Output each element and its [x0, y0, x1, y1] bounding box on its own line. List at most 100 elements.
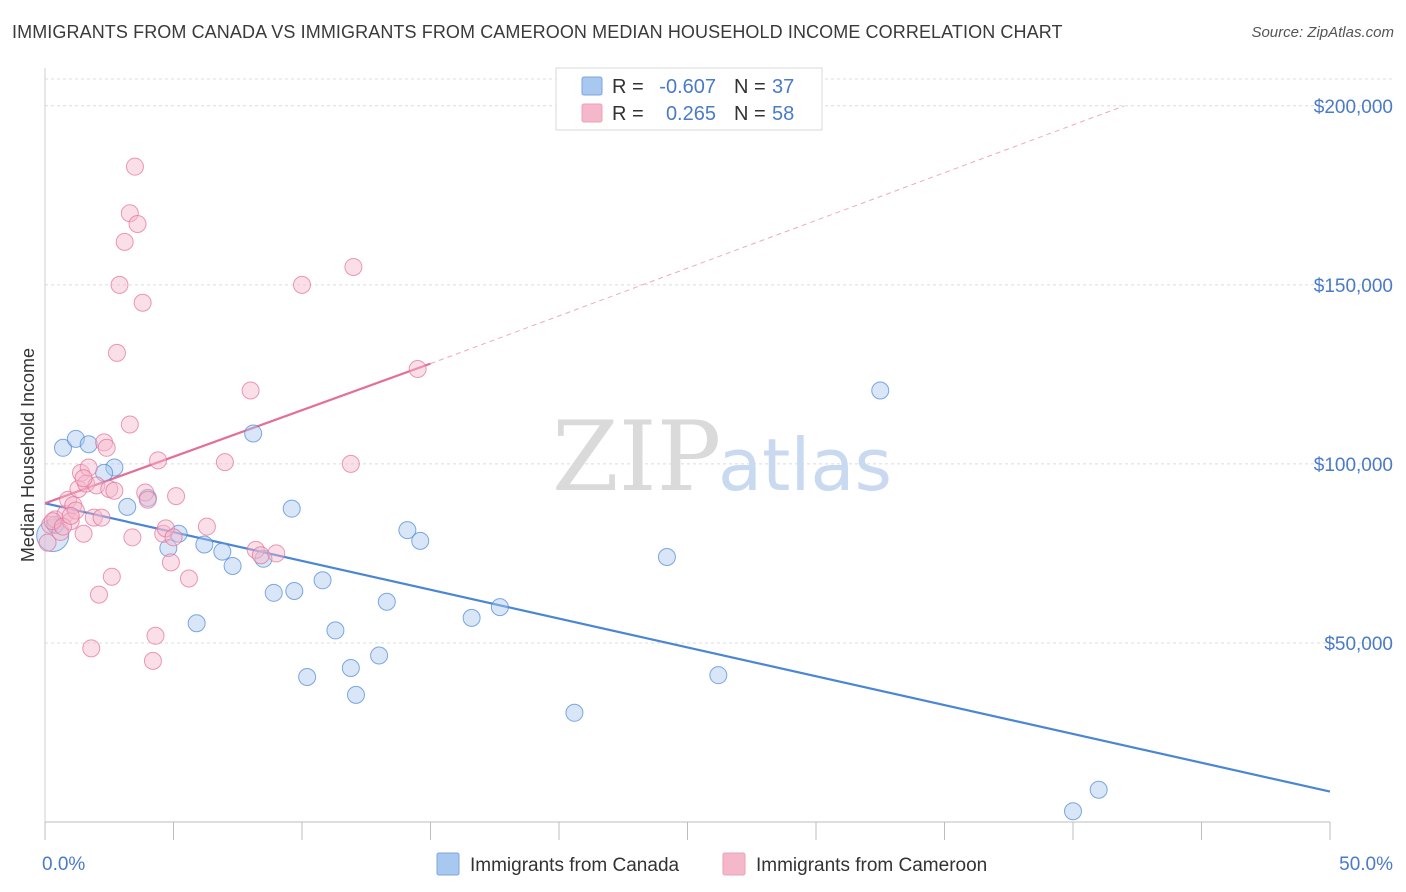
point-cameroon-35	[146, 626, 165, 645]
point-cameroon-29	[125, 157, 144, 176]
point-cameroon-45	[241, 381, 260, 400]
bottom-legend-label-canada: Immigrants from Canada	[470, 855, 680, 876]
legend-box: R = -0.607 N = 37 R = 0.265 N = 58	[555, 67, 823, 131]
point-canada-9	[159, 539, 178, 558]
point-cameroon-39	[161, 553, 180, 572]
point-canada-31	[657, 548, 676, 567]
point-cameroon-18	[95, 433, 114, 452]
point-cameroon-51	[344, 257, 363, 276]
point-canada-6	[118, 497, 137, 516]
point-canada-17	[282, 499, 301, 518]
point-canada-34	[1064, 802, 1082, 821]
legend-r-label-canada: R =	[612, 76, 644, 98]
point-canada-18	[285, 582, 304, 601]
y-tick-label-3: $200,000	[1314, 97, 1393, 118]
point-cameroon-19	[97, 438, 116, 457]
point-cameroon-52	[408, 360, 427, 379]
point-canada-19	[298, 667, 317, 686]
data-points	[36, 157, 1108, 821]
legend-swatch-canada	[581, 76, 603, 96]
point-canada-21	[326, 621, 345, 640]
bottom-legend-swatch-cameroon	[722, 852, 746, 876]
point-cameroon-15	[84, 508, 103, 527]
axes	[44, 68, 1331, 840]
point-cameroon-34	[143, 651, 162, 670]
gridlines	[45, 78, 1395, 644]
point-cameroon-33	[138, 490, 157, 509]
point-canada-12	[213, 542, 232, 561]
point-cameroon-53	[43, 512, 62, 531]
point-cameroon-44	[215, 453, 234, 472]
watermark-atlas: atlas	[718, 423, 892, 507]
point-cameroon-41	[167, 487, 186, 506]
point-cameroon-42	[179, 569, 198, 588]
legend-swatch-cameroon	[581, 103, 603, 123]
point-cameroon-43	[197, 517, 216, 536]
trend-extension-cameroon	[430, 105, 1125, 365]
point-cameroon-26	[120, 415, 139, 434]
x-tick-label-1: 50.0%	[1339, 854, 1393, 875]
point-canada-23	[346, 685, 365, 704]
point-cameroon-8	[66, 501, 85, 520]
point-canada-28	[462, 608, 481, 627]
legend-n-label-cameroon: N =	[734, 103, 766, 125]
point-canada-20	[313, 571, 332, 590]
point-cameroon-31	[133, 293, 152, 312]
point-canada-25	[377, 592, 396, 611]
point-canada-24	[370, 646, 389, 665]
point-canada-27	[411, 531, 430, 550]
y-tick-label-0: $50,000	[1324, 634, 1393, 655]
point-cameroon-30	[128, 214, 147, 233]
legend-n-value-canada: 37	[772, 76, 794, 98]
point-canada-35	[1089, 780, 1108, 799]
point-cameroon-46	[246, 540, 265, 559]
point-cameroon-21	[102, 567, 121, 586]
point-cameroon-22	[105, 481, 124, 500]
chart-source: Source: ZipAtlas.com	[1251, 24, 1394, 41]
point-canada-11	[187, 614, 206, 633]
chart-title: IMMIGRANTS FROM CANADA VS IMMIGRANTS FRO…	[12, 22, 1063, 42]
x-tick-label-0: 0.0%	[42, 854, 85, 875]
point-cameroon-14	[82, 639, 101, 658]
legend-r-value-canada: -0.607	[659, 76, 716, 98]
y-tick-label-1: $100,000	[1314, 455, 1393, 476]
point-cameroon-36	[149, 451, 168, 470]
y-tick-labels: $50,000 $100,000 $150,000 $200,000	[1314, 97, 1393, 655]
point-cameroon-56	[74, 469, 93, 488]
point-cameroon-40	[164, 528, 183, 547]
point-canada-26	[398, 521, 417, 540]
point-canada-22	[341, 659, 360, 678]
point-cameroon-32	[136, 483, 155, 502]
point-cameroon-57	[92, 508, 111, 527]
point-canada-14	[244, 424, 263, 443]
legend-n-label-canada: N =	[734, 76, 766, 98]
legend-r-value-cameroon: 0.265	[666, 103, 716, 125]
bottom-legend-label-cameroon: Immigrants from Cameroon	[756, 855, 987, 876]
point-cameroon-55	[61, 506, 80, 525]
legend-r-label-cameroon: R =	[612, 103, 644, 125]
bottom-legend: Immigrants from Canada Immigrants from C…	[436, 852, 987, 876]
point-cameroon-47	[251, 546, 270, 565]
point-canada-33	[871, 381, 890, 400]
point-canada-3	[79, 435, 98, 454]
point-canada-32	[709, 666, 728, 685]
legend-n-value-cameroon: 58	[772, 103, 794, 125]
point-cameroon-49	[293, 275, 311, 294]
watermark-zip: ZIP	[552, 401, 721, 513]
point-canada-4	[105, 458, 124, 477]
point-cameroon-28	[123, 528, 142, 547]
point-cameroon-17	[89, 585, 108, 604]
point-cameroon-48	[267, 544, 286, 563]
point-cameroon-0	[38, 533, 57, 552]
point-cameroon-23	[107, 343, 126, 362]
point-cameroon-11	[74, 524, 93, 543]
y-axis-label: Median Household Income	[18, 348, 38, 562]
point-canada-1	[53, 438, 72, 457]
point-canada-30	[565, 703, 584, 722]
point-cameroon-13	[79, 458, 98, 477]
point-canada-29	[490, 598, 509, 617]
x-tick-labels: 0.0% 50.0%	[42, 854, 1393, 875]
point-cameroon-50	[341, 454, 360, 473]
point-canada-13	[223, 556, 242, 575]
